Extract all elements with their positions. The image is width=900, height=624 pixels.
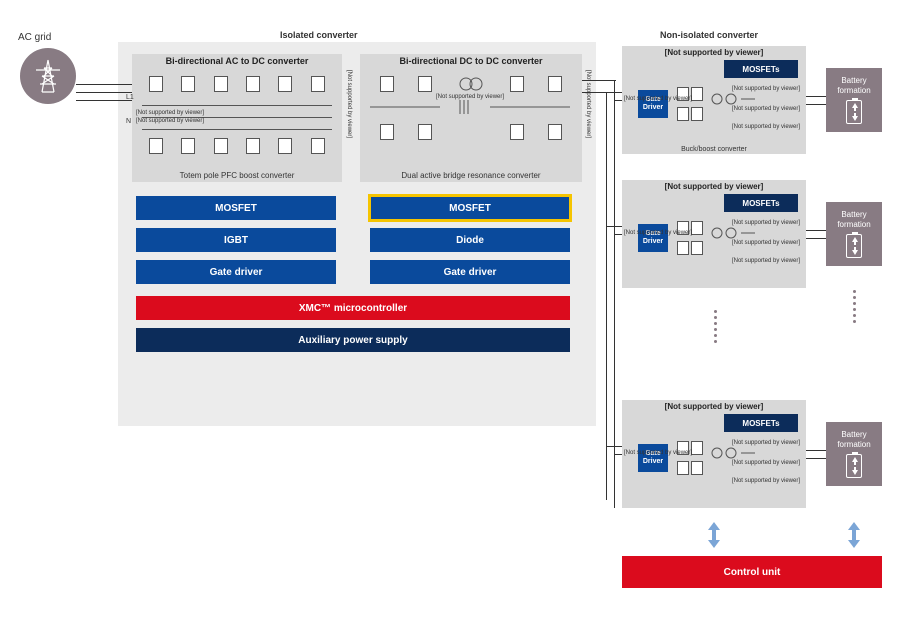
dc-dc-panel: Bi-directional DC to DC converter [Not s…	[360, 54, 582, 182]
ac-dc-caption: Totem pole PFC boost converter	[132, 171, 342, 180]
ns2: [Not supported by viewer]	[136, 118, 204, 124]
btn-mosfet-r[interactable]: MOSFET	[370, 196, 570, 220]
battery-1: Battery formation	[826, 68, 882, 132]
nb1-gate[interactable]: Gate Driver	[638, 90, 668, 118]
btn-igbt[interactable]: IGBT	[136, 228, 336, 252]
nb3-title: [Not supported by viewer]	[622, 402, 806, 411]
mosfet-row-top	[132, 76, 342, 92]
arrow-2	[848, 522, 860, 548]
btn-xmc[interactable]: XMC™ microcontroller	[136, 296, 570, 320]
battery-3: Battery formation	[826, 422, 882, 486]
ellipsis-1	[712, 310, 718, 343]
battery-icon	[846, 454, 862, 478]
mosfet-row2-top	[360, 76, 582, 92]
dc-dc-caption: Dual active bridge resonance converter	[360, 171, 582, 180]
n-label: N	[126, 118, 131, 125]
noniso-block-1: [Not supported by viewer] MOSFETs Gate D…	[622, 46, 806, 154]
nb1-title: [Not supported by viewer]	[622, 48, 806, 57]
vns1: [Not supported by viewer]	[346, 70, 352, 138]
nb3-mosfets[interactable]: MOSFETs	[724, 414, 798, 432]
battery-icon	[846, 100, 862, 124]
noniso-block-2: [Not supported by viewer] MOSFETs Gate D…	[622, 180, 806, 288]
btn-aux[interactable]: Auxiliary power supply	[136, 328, 570, 352]
isolated-label: Isolated converter	[280, 30, 358, 40]
w1	[582, 80, 616, 81]
nb2-gate[interactable]: Gate Driver	[638, 224, 668, 252]
nb1-caption: Buck/boost converter	[622, 146, 806, 153]
tower-icon	[20, 48, 76, 104]
ellipsis-2	[851, 290, 857, 323]
battery-2: Battery formation	[826, 202, 882, 266]
btn-gate-r[interactable]: Gate driver	[370, 260, 570, 284]
arrow-1	[708, 522, 720, 548]
mosfet-row-bot	[132, 138, 342, 154]
dc-dc-title: Bi-directional DC to DC converter	[360, 56, 582, 66]
ns1: [Not supported by viewer]	[136, 110, 204, 116]
noniso-block-3: [Not supported by viewer] MOSFETs Gate D…	[622, 400, 806, 508]
ac-dc-panel: Bi-directional AC to DC converter L1 N T…	[132, 54, 342, 182]
nb1-mosfets[interactable]: MOSFETs	[724, 60, 798, 78]
w4	[606, 92, 607, 500]
nb2-title: [Not supported by viewer]	[622, 182, 806, 191]
mosfet-row2-bot	[360, 124, 582, 140]
control-unit[interactable]: Control unit	[622, 556, 882, 588]
btn-diode[interactable]: Diode	[370, 228, 570, 252]
ac-dc-title: Bi-directional AC to DC converter	[132, 56, 342, 66]
nb3-gate[interactable]: Gate Driver	[638, 444, 668, 472]
nb2-mosfets[interactable]: MOSFETs	[724, 194, 798, 212]
btn-gate-l[interactable]: Gate driver	[136, 260, 336, 284]
ac-grid-label: AC grid	[18, 32, 51, 43]
btn-mosfet-l[interactable]: MOSFET	[136, 196, 336, 220]
battery-icon	[846, 234, 862, 258]
w3	[614, 80, 615, 508]
nonisolated-label: Non-isolated converter	[660, 30, 758, 40]
